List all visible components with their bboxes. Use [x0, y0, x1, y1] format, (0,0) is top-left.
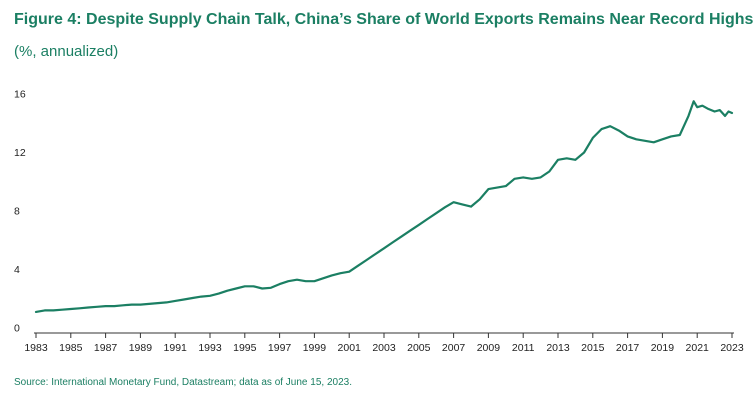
x-tick-label: 2017: [616, 342, 640, 354]
x-tick-label: 1987: [94, 342, 118, 354]
x-tick-label: 2019: [651, 342, 675, 354]
x-tick-label: 1999: [303, 342, 327, 354]
x-tick-label: 1989: [129, 342, 153, 354]
series-line: [34, 100, 734, 313]
x-tick-label: 2003: [372, 342, 396, 354]
series-group: [34, 100, 734, 313]
y-tick-label: 8: [14, 206, 20, 218]
chart-subtitle: (%, annualized): [14, 43, 119, 60]
x-tick-label: 1993: [198, 342, 222, 354]
x-tick-label: 1985: [59, 342, 83, 354]
x-tick-label: 2021: [686, 342, 710, 354]
x-tick-label: 2007: [442, 342, 466, 354]
x-axis: [34, 332, 734, 338]
y-tick-label: 0: [14, 323, 20, 335]
x-tick-label: 1983: [24, 342, 48, 354]
x-tick-label: 1991: [164, 342, 188, 354]
x-tick-labels: 1983 1985 1987 1989 1991 1993 1995 1997 1999 2001…: [24, 342, 744, 354]
x-tick-label: 2015: [581, 342, 605, 354]
x-tick-label: 1995: [233, 342, 257, 354]
x-tick-label: 2005: [407, 342, 431, 354]
x-tick-label: 2023: [720, 342, 744, 354]
x-tick-label: 2001: [338, 342, 362, 354]
x-tick-label: 2009: [477, 342, 501, 354]
y-tick-label: 12: [14, 147, 26, 159]
chart-title: Figure 4: Despite Supply Chain Talk, Chi…: [14, 11, 754, 28]
x-tick-label: 1997: [268, 342, 292, 354]
x-tick-label: 2013: [546, 342, 570, 354]
x-tick-label: 2011: [512, 342, 535, 354]
source-note: Source: International Monetary Fund, Dat…: [14, 377, 352, 388]
y-tick-labels: 0 4 8 12 16: [14, 89, 26, 335]
y-tick-label: 16: [14, 89, 26, 101]
y-tick-label: 4: [14, 264, 20, 276]
